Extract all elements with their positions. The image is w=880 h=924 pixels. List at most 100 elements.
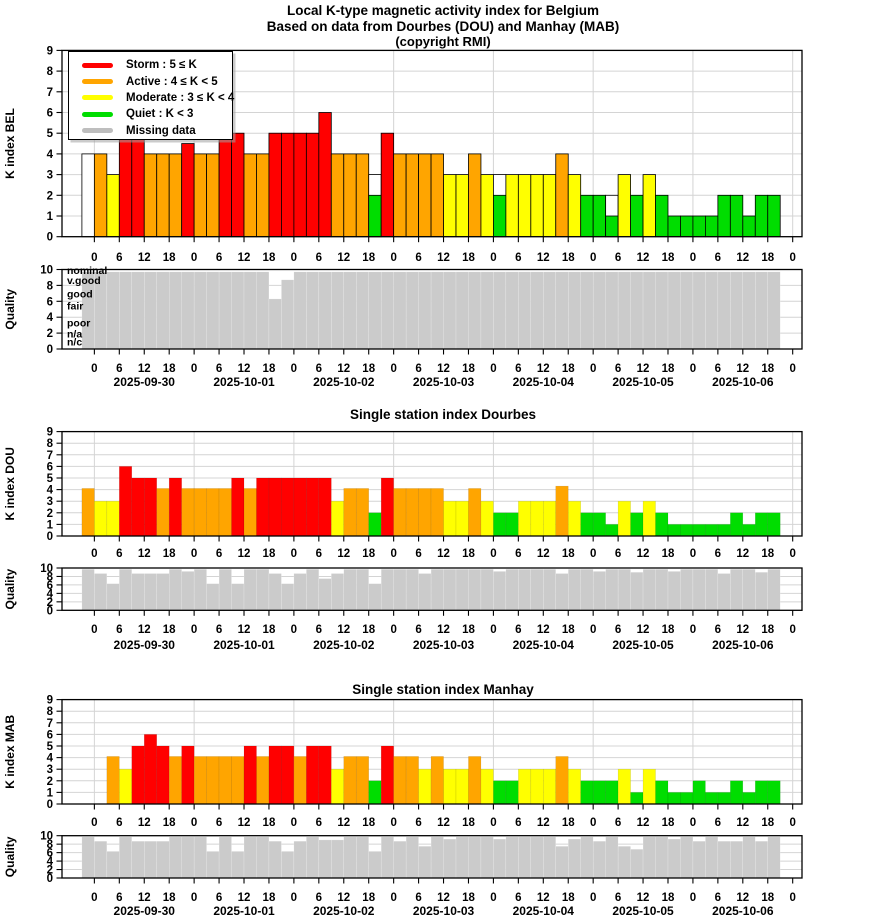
k-bar xyxy=(256,477,270,537)
svg-text:0: 0 xyxy=(490,624,496,636)
svg-text:0: 0 xyxy=(47,605,53,617)
svg-text:18: 18 xyxy=(662,363,675,375)
svg-text:0: 0 xyxy=(291,363,297,375)
k-bar xyxy=(630,792,644,805)
svg-text:0: 0 xyxy=(490,548,496,560)
svg-text:4: 4 xyxy=(47,588,54,600)
svg-text:18: 18 xyxy=(662,252,675,264)
svg-text:12: 12 xyxy=(637,624,650,636)
main-title: Local K-type magnetic activity index for… xyxy=(0,3,880,50)
k-bar xyxy=(729,194,744,238)
quality-bar xyxy=(343,569,357,611)
svg-text:10: 10 xyxy=(40,563,53,575)
svg-text:5: 5 xyxy=(47,128,54,140)
quality-bar xyxy=(767,836,781,879)
svg-text:12: 12 xyxy=(637,892,650,904)
svg-text:6: 6 xyxy=(715,892,721,904)
svg-text:18: 18 xyxy=(562,363,575,375)
quality-bar xyxy=(568,271,581,350)
k-bar xyxy=(106,756,120,805)
svg-text:12: 12 xyxy=(437,548,450,560)
svg-text:18: 18 xyxy=(662,892,675,904)
svg-text:18: 18 xyxy=(263,817,276,829)
svg-text:18: 18 xyxy=(662,548,675,560)
quality-bar xyxy=(505,271,519,350)
bel-quality-y-label: Quality xyxy=(3,289,17,330)
quality-bar xyxy=(443,569,457,611)
svg-text:2025-10-01: 2025-10-01 xyxy=(213,375,275,389)
quality-bar xyxy=(468,569,482,611)
svg-text:12: 12 xyxy=(437,817,450,829)
svg-text:6: 6 xyxy=(116,548,122,560)
svg-text:12: 12 xyxy=(736,624,749,636)
quality-bar xyxy=(630,572,644,611)
svg-text:0: 0 xyxy=(91,548,97,560)
k-bar xyxy=(156,745,170,805)
svg-text:3: 3 xyxy=(47,496,53,508)
svg-text:4: 4 xyxy=(47,485,54,497)
svg-text:0: 0 xyxy=(291,817,297,829)
quality-bar xyxy=(144,573,157,611)
quality-bar xyxy=(331,839,344,879)
legend-swatch-icon xyxy=(82,128,113,134)
svg-text:12: 12 xyxy=(736,817,749,829)
svg-text:0: 0 xyxy=(191,624,197,636)
quality-bar xyxy=(530,271,544,350)
svg-text:6: 6 xyxy=(316,624,322,636)
quality-bar xyxy=(605,271,619,350)
k-bar xyxy=(168,756,182,805)
svg-text:2: 2 xyxy=(47,328,53,340)
k-bar xyxy=(754,194,769,238)
quality-bar xyxy=(518,271,532,350)
quality-bar xyxy=(742,836,756,879)
k-bar xyxy=(730,512,744,537)
quality-bar xyxy=(555,271,569,350)
k-bar xyxy=(318,112,332,238)
legend-swatch-icon xyxy=(82,62,113,68)
svg-text:0: 0 xyxy=(91,252,97,264)
dou-y-label: K index DOU xyxy=(3,447,17,520)
quality-bar xyxy=(518,836,532,879)
svg-text:6: 6 xyxy=(47,461,53,473)
k-bar xyxy=(281,745,295,805)
svg-text:18: 18 xyxy=(761,817,774,829)
main-title-line1: Local K-type magnetic activity index for… xyxy=(286,3,600,18)
k-bar xyxy=(318,477,332,537)
quality-bar xyxy=(268,573,282,611)
svg-text:12: 12 xyxy=(238,624,251,636)
quality-bar xyxy=(642,836,656,879)
k-bar xyxy=(455,174,469,238)
svg-text:4: 4 xyxy=(47,312,54,324)
legend-swatch-icon xyxy=(82,79,113,85)
svg-text:0: 0 xyxy=(590,624,596,636)
svg-text:12: 12 xyxy=(337,363,350,375)
svg-text:18: 18 xyxy=(263,624,276,636)
svg-text:fair: fair xyxy=(67,301,83,313)
quality-bar xyxy=(530,569,544,611)
svg-text:2025-10-05: 2025-10-05 xyxy=(612,638,674,652)
svg-text:18: 18 xyxy=(163,252,176,264)
k-bar xyxy=(181,488,195,537)
svg-text:0: 0 xyxy=(191,892,197,904)
svg-text:18: 18 xyxy=(362,363,375,375)
k-bar xyxy=(667,792,681,805)
svg-text:6: 6 xyxy=(316,817,322,829)
quality-bar xyxy=(592,571,606,611)
k-bar xyxy=(767,512,781,537)
k-bar xyxy=(168,477,182,537)
svg-text:6: 6 xyxy=(615,817,621,829)
k-bar xyxy=(131,132,145,238)
k-bar xyxy=(119,768,133,805)
k-bar xyxy=(605,780,619,805)
svg-text:0: 0 xyxy=(91,624,97,636)
k-bar xyxy=(443,174,457,238)
svg-text:18: 18 xyxy=(163,363,176,375)
svg-text:0: 0 xyxy=(590,892,596,904)
svg-text:3: 3 xyxy=(47,764,53,776)
x-axis: 0 6 12 18 0 6 12 18 0 6 12 18 0 6 12 18 0 6 12 18 0 6 12 18 0 6 12… xyxy=(91,804,796,829)
k-bar xyxy=(193,153,208,238)
svg-text:12: 12 xyxy=(138,892,151,904)
k-bar xyxy=(218,756,232,805)
svg-text:2025-10-05: 2025-10-05 xyxy=(612,904,674,918)
